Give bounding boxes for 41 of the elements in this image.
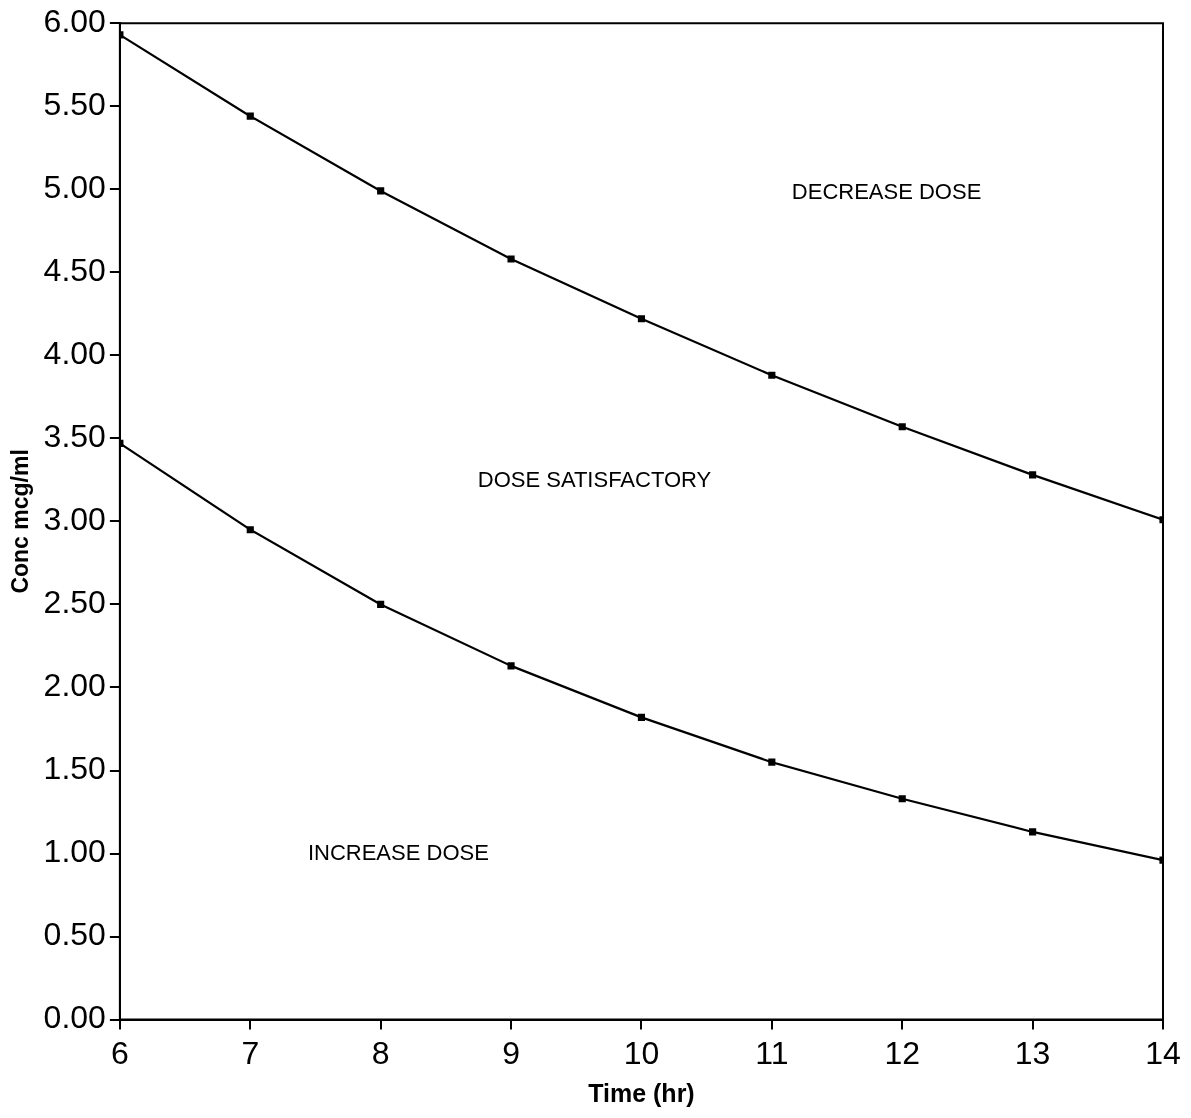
- annotation: DOSE SATISFACTORY: [477, 466, 712, 492]
- x-tick-label: 7: [241, 1034, 260, 1071]
- y-tick-label: 0.50: [43, 916, 106, 953]
- y-tick-label: 1.50: [43, 750, 106, 787]
- y-axis-title: Conc mcg/ml: [7, 449, 34, 594]
- point: [377, 187, 385, 195]
- y-tick-label: 3.50: [43, 418, 106, 455]
- annotation: INCREASE DOSE: [307, 840, 489, 866]
- x-axis-title: Time (hr): [588, 1078, 695, 1107]
- x-tick-label: 10: [623, 1034, 660, 1071]
- y-tick-label: 0.00: [43, 999, 106, 1036]
- point: [1029, 471, 1037, 479]
- y-tick-label: 5.50: [43, 86, 106, 123]
- point: [768, 371, 776, 379]
- point: [507, 662, 515, 670]
- point: [898, 423, 906, 431]
- point: [507, 255, 515, 263]
- point: [377, 600, 385, 609]
- x-tick-label: 9: [502, 1034, 520, 1071]
- point: [768, 758, 776, 766]
- annotation: DECREASE DOSE: [791, 178, 982, 204]
- x-tick-label: 12: [884, 1034, 921, 1071]
- y-tick-label: 6.00: [43, 3, 106, 40]
- y-tick-label: 4.50: [43, 252, 106, 289]
- point: [637, 713, 646, 721]
- x-tick-label: 11: [755, 1034, 789, 1071]
- point: [246, 112, 254, 120]
- y-tick-label: 1.00: [43, 833, 106, 870]
- y-tick-label: 5.00: [43, 169, 106, 206]
- point: [637, 315, 646, 323]
- point: [246, 526, 254, 534]
- x-tick-label: 13: [1014, 1034, 1051, 1071]
- point: [898, 795, 906, 803]
- y-tick-label: 2.50: [43, 584, 106, 621]
- x-tick-label: 8: [371, 1034, 390, 1071]
- x-tick-label: 14: [1145, 1034, 1181, 1071]
- y-tick-label: 3.00: [43, 501, 106, 538]
- point: [1029, 828, 1037, 836]
- y-tick-label: 2.00: [43, 667, 106, 704]
- x-tick-label: 6: [110, 1034, 129, 1071]
- y-tick-label: 4.00: [43, 335, 106, 372]
